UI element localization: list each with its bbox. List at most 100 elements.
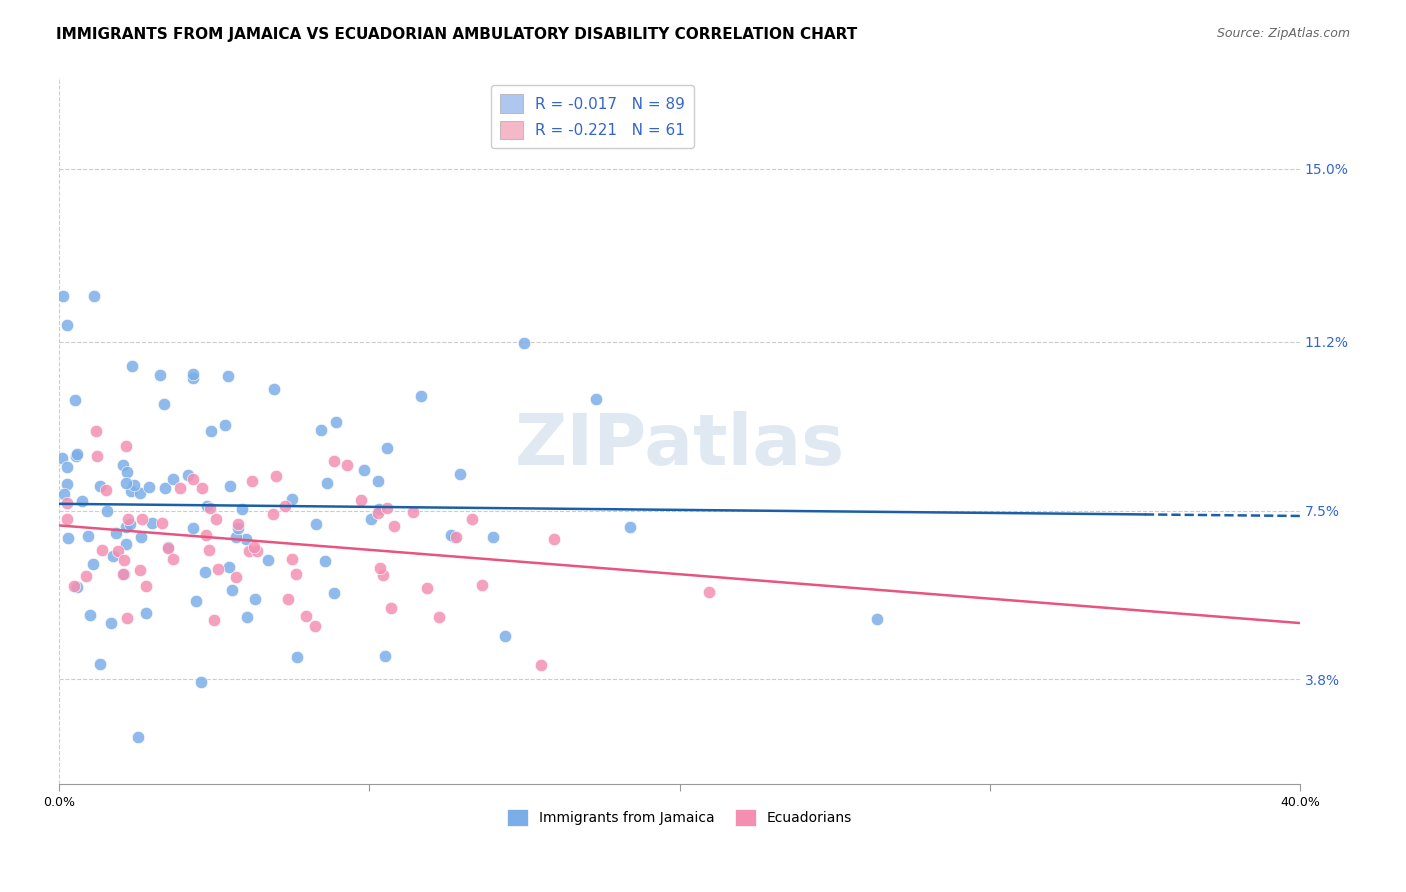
Point (217, 369, 239, 384)
Point (56, 318, 79, 332)
Point (115, 611, 138, 625)
Point (374, 648, 396, 663)
Point (218, 560, 240, 574)
Point (152, 516, 174, 530)
Point (181, 367, 204, 381)
Point (75, 569, 97, 583)
Point (190, 675, 212, 690)
Point (52, 288, 75, 302)
Point (111, 566, 134, 581)
Point (207, 562, 229, 576)
Point (471, 578, 494, 592)
Point (225, 530, 247, 544)
Point (89, 657, 111, 671)
Point (402, 505, 425, 519)
Point (176, 468, 198, 483)
Point (101, 549, 124, 563)
Point (70, 494, 93, 508)
Point (162, 551, 184, 566)
Point (274, 499, 297, 513)
Point (285, 649, 308, 664)
Point (79, 608, 101, 623)
Point (96, 504, 118, 518)
Text: Source: ZipAtlas.com: Source: ZipAtlas.com (1216, 27, 1350, 40)
Point (135, 606, 157, 620)
Point (443, 531, 465, 545)
Point (195, 500, 218, 514)
Point (114, 439, 136, 453)
Point (865, 612, 887, 626)
Point (156, 540, 179, 554)
Point (360, 512, 382, 526)
Point (122, 477, 145, 491)
Point (585, 392, 607, 407)
Point (66, 446, 89, 460)
Point (449, 467, 471, 481)
Point (377, 442, 399, 456)
Point (281, 491, 304, 506)
Point (56, 512, 79, 526)
Point (152, 397, 174, 411)
Point (323, 454, 346, 468)
Point (368, 561, 391, 575)
Point (114, 520, 136, 534)
Point (131, 531, 153, 545)
Point (112, 553, 135, 567)
Point (138, 479, 160, 493)
Point (202, 613, 225, 627)
Point (115, 465, 138, 479)
Point (157, 541, 180, 555)
Point (530, 657, 553, 672)
Point (427, 609, 450, 624)
Point (195, 528, 218, 542)
Point (263, 382, 285, 396)
Point (153, 481, 176, 495)
Point (51, 451, 73, 466)
Point (120, 484, 142, 499)
Point (149, 368, 172, 382)
Point (243, 540, 266, 554)
Point (238, 543, 260, 558)
Point (86, 449, 108, 463)
Point (225, 570, 247, 584)
Point (367, 507, 389, 521)
Text: ZIPatlas: ZIPatlas (515, 410, 845, 480)
Point (373, 567, 395, 582)
Point (63, 392, 86, 407)
Point (314, 554, 336, 568)
Point (619, 520, 641, 534)
Point (128, 485, 150, 500)
Point (131, 512, 153, 526)
Text: IMMIGRANTS FROM JAMAICA VS ECUADORIAN AMBULATORY DISABILITY CORRELATION CHART: IMMIGRANTS FROM JAMAICA VS ECUADORIAN AM… (56, 27, 858, 42)
Point (305, 517, 328, 532)
Point (66, 581, 89, 595)
Point (90, 542, 112, 557)
Point (117, 511, 139, 525)
Point (543, 532, 565, 546)
Point (262, 507, 284, 521)
Point (231, 502, 253, 516)
Point (190, 481, 212, 495)
Point (194, 566, 217, 580)
Point (264, 469, 287, 483)
Point (353, 463, 375, 477)
Point (56, 496, 79, 510)
Point (141, 516, 163, 530)
Point (63, 579, 86, 593)
Point (181, 521, 204, 535)
Point (325, 415, 347, 429)
Point (316, 476, 339, 491)
Point (89, 479, 111, 493)
Point (198, 501, 221, 516)
Point (246, 543, 269, 558)
Point (221, 582, 243, 597)
Point (76, 529, 98, 543)
Point (112, 458, 135, 472)
Point (82, 558, 104, 572)
Point (304, 618, 326, 632)
Point (55, 476, 77, 491)
Point (84, 424, 107, 438)
Point (235, 532, 257, 546)
Point (83, 289, 105, 303)
Point (482, 530, 505, 544)
